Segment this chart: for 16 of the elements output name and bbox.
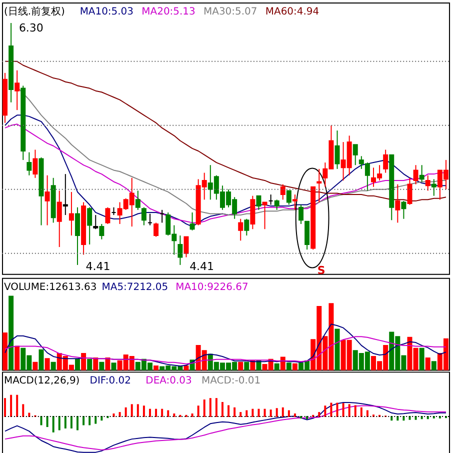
series-label: MACD:-0.01 [202,376,261,387]
text: DEA:0.03 [146,376,192,387]
annotation: 4.41 [190,260,214,273]
annotation: S [317,264,326,277]
series-label: VOLUME:12613.63 [4,282,97,293]
annotation: 4.41 [86,260,110,273]
text: MA20:5.13 [142,6,196,18]
text: MA10:9226.67 [176,282,248,293]
chart-title: MACD(12,26,9) [4,376,80,387]
chart-title: (日线.前复权) [4,5,66,18]
text: MA5:7212.05 [102,282,168,293]
text: DIF:0.02 [90,376,131,387]
annotation: 6.30 [18,21,44,34]
text: MA30:5.07 [204,6,258,18]
text: MA60:4.94 [265,6,320,18]
text: MA10:5.03 [80,6,134,18]
